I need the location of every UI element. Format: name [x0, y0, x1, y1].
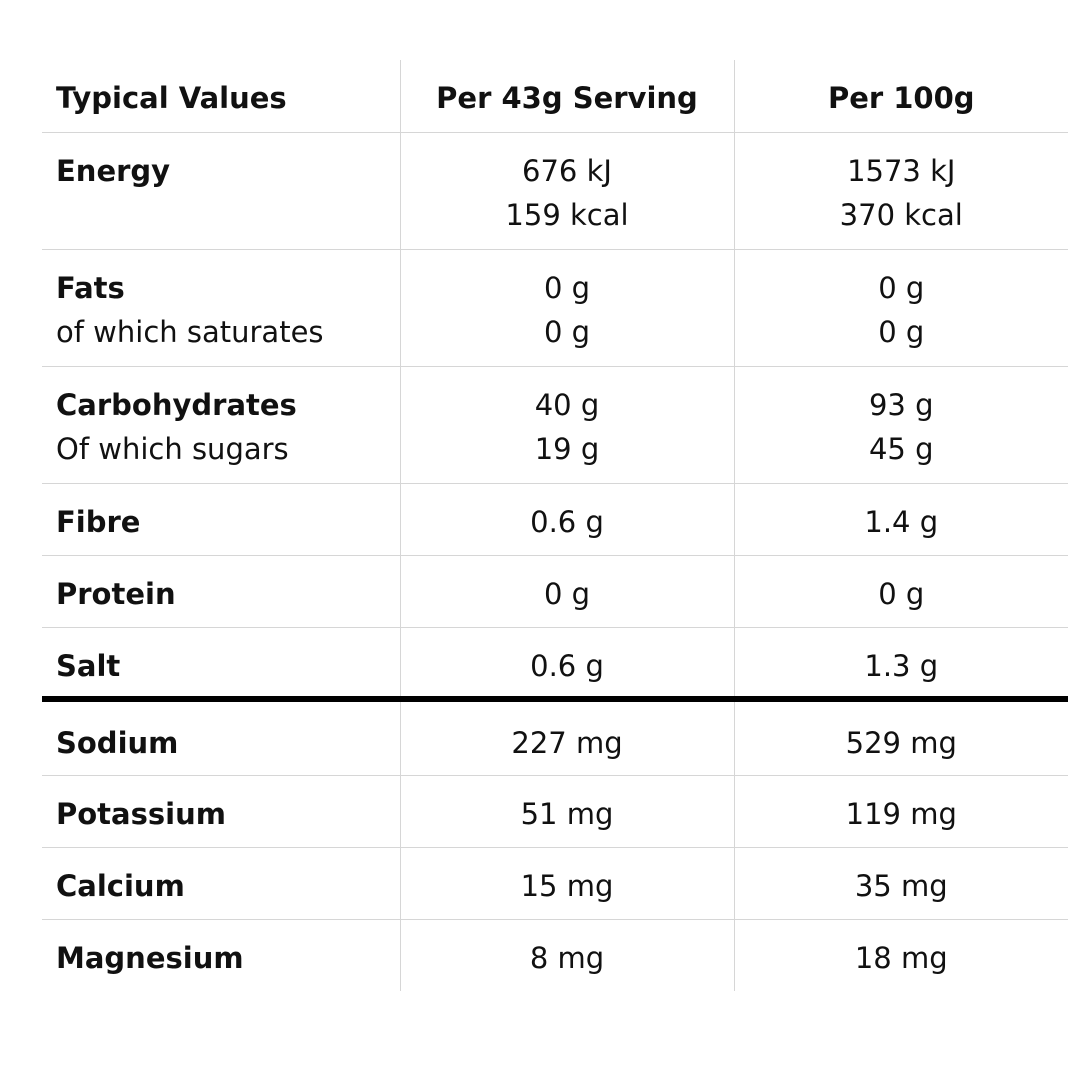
per100-value: 0 g	[878, 576, 925, 611]
row-potassium: Potassium 51 mg 119 mg	[42, 775, 1068, 847]
nutrient-label: Fibre	[56, 504, 141, 539]
per100-value-cell: 1.3 g	[733, 627, 1068, 699]
serving-value-cell: 227 mg	[399, 699, 734, 775]
serving-value-cell: 0.6 g	[399, 627, 734, 699]
serving-value: 15 mg	[520, 868, 614, 903]
header-per-serving: Per 43g Serving	[399, 60, 734, 132]
row-fats: Fats of which saturates 0 g 0 g 0 g 0 g	[42, 249, 1068, 366]
per100-value-cell: 119 mg	[733, 775, 1068, 847]
nutrient-label: Magnesium	[56, 940, 244, 975]
nutrient-label-cell: Protein	[42, 555, 400, 627]
serving-value: 0 g	[543, 576, 591, 611]
row-sodium: Sodium 227 mg 529 mg	[42, 699, 1068, 775]
nutrient-label-cell: Carbohydrates Of which sugars	[42, 366, 400, 483]
header-per-100g: Per 100g	[733, 60, 1068, 132]
per100-value: 45 g	[868, 431, 934, 466]
per100-value: 35 mg	[854, 868, 948, 903]
nutrient-sublabel: Of which sugars	[56, 431, 289, 466]
serving-value-cell: 0 g	[399, 555, 734, 627]
per100-value-cell: 0 g 0 g	[733, 249, 1068, 366]
serving-value: 227 mg	[511, 726, 623, 760]
per100-value: 0 g	[878, 270, 925, 305]
nutrient-label-cell: Salt	[42, 627, 400, 699]
nutrient-label-cell: Fats of which saturates	[42, 249, 400, 366]
serving-value: 0.6 g	[530, 504, 604, 539]
per100-value: 119 mg	[845, 796, 957, 831]
per100-value: 18 mg	[854, 940, 948, 975]
serving-value-cell: 15 mg	[399, 847, 734, 919]
header-row: Typical Values Per 43g Serving Per 100g	[42, 60, 1068, 132]
per100-value: 529 mg	[845, 726, 957, 760]
row-protein: Protein 0 g 0 g	[42, 555, 1068, 627]
serving-value: 19 g	[534, 431, 600, 466]
nutrition-table: Typical Values Per 43g Serving Per 100g …	[42, 60, 1068, 991]
per100-value-cell: 0 g	[733, 555, 1068, 627]
per100-value-cell: 1573 kJ 370 kcal	[733, 132, 1068, 249]
row-energy: Energy 676 kJ 159 kcal 1573 kJ 370 kcal	[42, 132, 1068, 249]
per100-value: 0 g	[878, 314, 925, 349]
nutrient-label: Fats	[56, 270, 125, 305]
per100-value-cell: 93 g 45 g	[733, 366, 1068, 483]
nutrient-label: Salt	[56, 648, 121, 683]
serving-value: 40 g	[534, 387, 600, 422]
nutrient-label: Sodium	[56, 726, 179, 760]
nutrient-label: Energy	[56, 153, 171, 188]
nutrient-sublabel: of which saturates	[56, 314, 324, 349]
nutrient-label: Potassium	[56, 796, 226, 831]
nutrient-label-cell: Magnesium	[42, 919, 400, 991]
row-magnesium: Magnesium 8 mg 18 mg	[42, 919, 1068, 991]
nutrient-label-cell: Fibre	[42, 483, 400, 555]
serving-value-cell: 676 kJ 159 kcal	[399, 132, 734, 249]
nutrient-label: Calcium	[56, 868, 185, 903]
per100-value-cell: 1.4 g	[733, 483, 1068, 555]
serving-value-cell: 0 g 0 g	[399, 249, 734, 366]
serving-value: 0 g	[543, 270, 591, 305]
nutrient-label-cell: Calcium	[42, 847, 400, 919]
row-salt: Salt 0.6 g 1.3 g	[42, 627, 1068, 699]
row-fibre: Fibre 0.6 g 1.4 g	[42, 483, 1068, 555]
serving-value: 676 kJ	[522, 153, 612, 188]
serving-value-cell: 0.6 g	[399, 483, 734, 555]
serving-value: 0 g	[543, 314, 591, 349]
nutrient-label-cell: Energy	[42, 132, 400, 249]
serving-value: 8 mg	[529, 940, 605, 975]
serving-value: 51 mg	[520, 796, 614, 831]
nutrient-label-cell: Sodium	[42, 699, 400, 775]
per100-value: 1.3 g	[864, 648, 939, 683]
per100-value-cell: 35 mg	[733, 847, 1068, 919]
header-typical-values: Typical Values	[56, 81, 287, 115]
per100-value-cell: 18 mg	[733, 919, 1068, 991]
row-calcium: Calcium 15 mg 35 mg	[42, 847, 1068, 919]
per100-value: 1.4 g	[864, 504, 939, 539]
per100-value: 93 g	[868, 387, 934, 422]
serving-value: 0.6 g	[530, 648, 604, 683]
serving-value-cell: 51 mg	[399, 775, 734, 847]
serving-value-cell: 8 mg	[399, 919, 734, 991]
per100-value-cell: 529 mg	[733, 699, 1068, 775]
nutrient-label-cell: Potassium	[42, 775, 400, 847]
serving-value-cell: 40 g 19 g	[399, 366, 734, 483]
per100-value: 1573 kJ	[847, 153, 956, 188]
per100-value: 370 kcal	[839, 197, 963, 232]
row-carbohydrates: Carbohydrates Of which sugars 40 g 19 g …	[42, 366, 1068, 483]
nutrient-label: Carbohydrates	[56, 387, 297, 422]
nutrient-label: Protein	[56, 576, 176, 611]
serving-value: 159 kcal	[505, 197, 629, 232]
